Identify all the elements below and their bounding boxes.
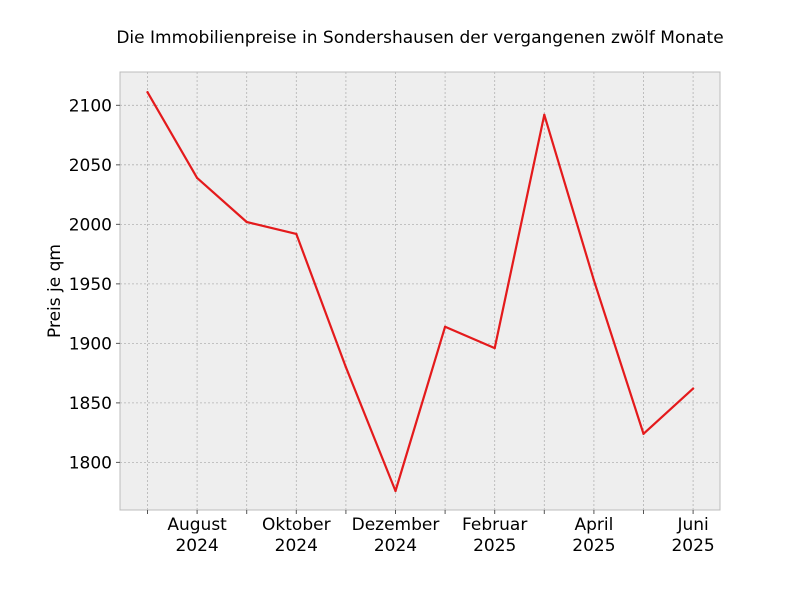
x-tick-label-year: 2025 — [572, 536, 615, 556]
x-tick-label-month: August — [167, 515, 227, 535]
plot-area — [120, 72, 720, 510]
y-tick-label: 2000 — [69, 215, 112, 235]
x-tick-label-year: 2024 — [374, 536, 417, 556]
x-tick-label-month: Dezember — [352, 515, 440, 535]
data-point — [642, 432, 645, 435]
data-point — [692, 387, 695, 390]
series-layer — [146, 91, 695, 493]
y-tick-label: 1950 — [69, 275, 112, 295]
y-tick-label: 2050 — [69, 156, 112, 176]
x-tick-label-year: 2024 — [275, 536, 318, 556]
axis-ticks: 1800185019001950200020502100August2024Ok… — [69, 96, 715, 556]
x-tick-label-year: 2025 — [671, 536, 714, 556]
y-tick-label: 2100 — [69, 96, 112, 116]
data-point — [344, 366, 347, 369]
x-tick-label-year: 2024 — [175, 536, 218, 556]
data-point — [196, 176, 199, 180]
series-line — [146, 91, 695, 493]
plot-frame — [119, 71, 721, 511]
data-point — [444, 325, 447, 328]
data-point — [146, 91, 149, 94]
data-point — [295, 232, 298, 235]
data-point — [592, 279, 596, 282]
data-point — [394, 489, 397, 493]
x-tick-label-month: Februar — [462, 515, 527, 535]
x-tick-label-month: April — [574, 515, 613, 535]
grid-lines — [120, 72, 720, 510]
x-tick-label-month: Juni — [676, 515, 708, 535]
y-tick-label: 1850 — [69, 394, 112, 414]
x-tick-label-month: Oktober — [262, 515, 331, 535]
data-point — [245, 220, 248, 224]
y-axis-label: Preis je qm — [45, 244, 65, 338]
y-tick-label: 1900 — [69, 334, 112, 354]
data-point — [493, 347, 496, 350]
chart-title: Die Immobilienpreise in Sondershausen de… — [116, 28, 723, 48]
y-tick-label: 1800 — [69, 453, 112, 473]
data-point — [543, 113, 546, 116]
x-tick-label-year: 2025 — [473, 536, 516, 556]
